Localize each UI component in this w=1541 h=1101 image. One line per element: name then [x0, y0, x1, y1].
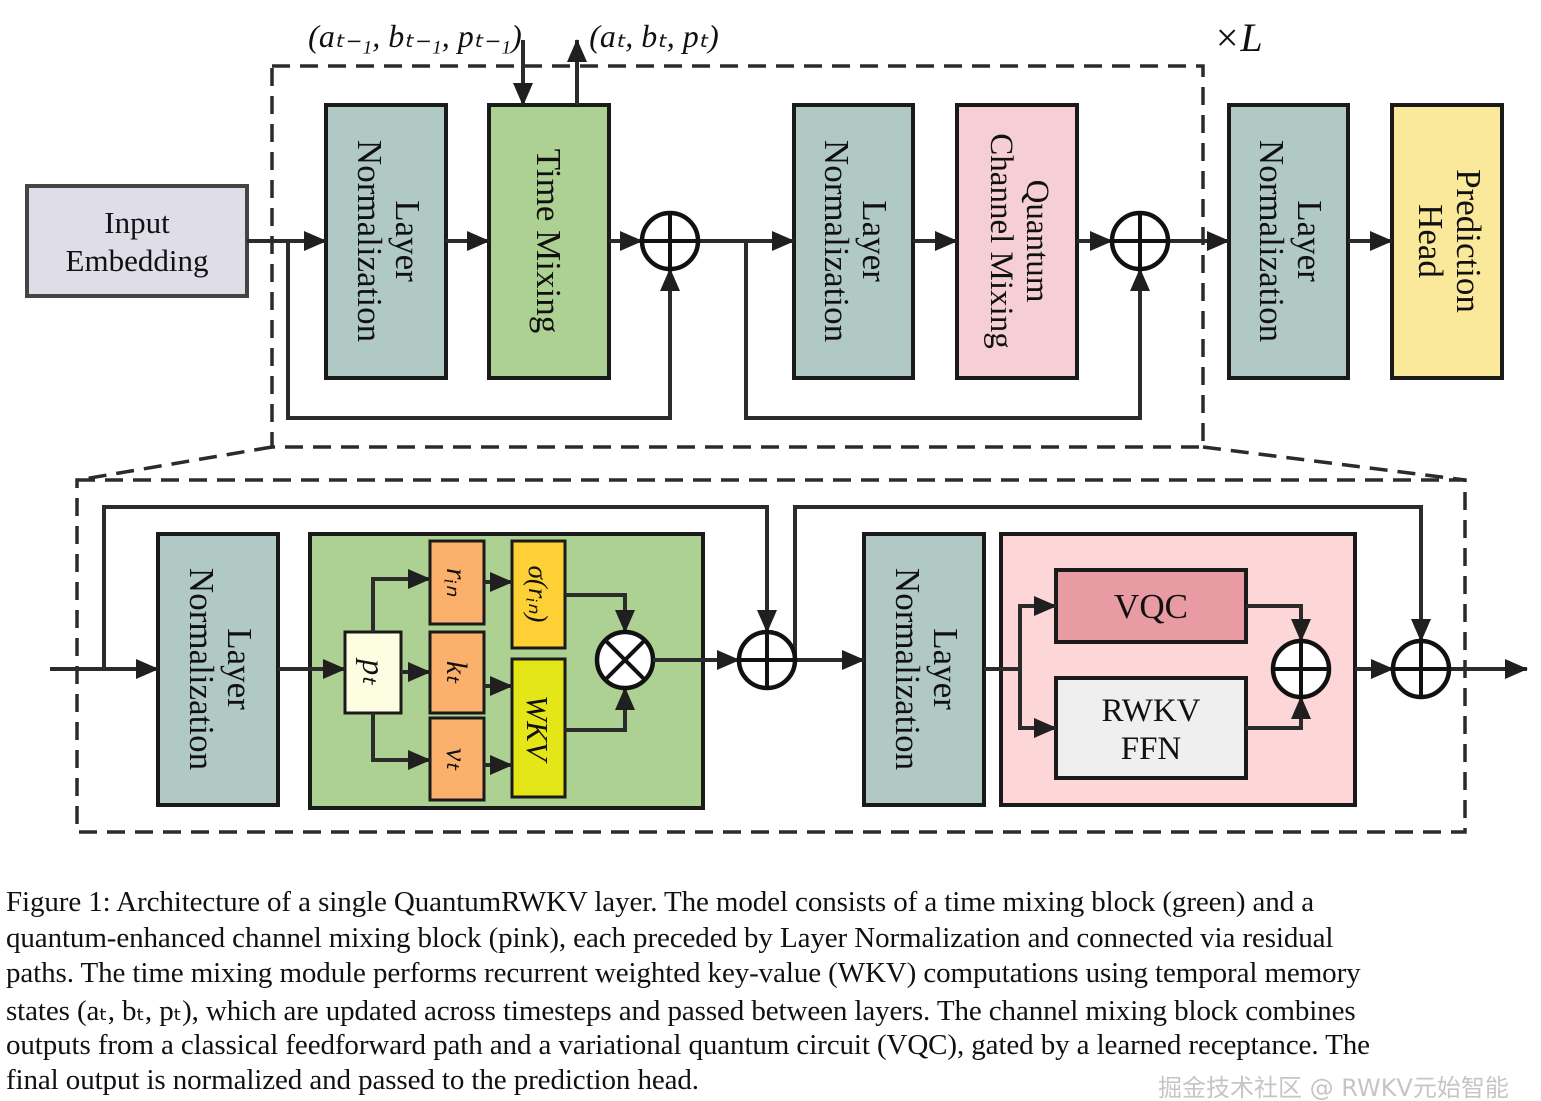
state-in-label: (aₜ₋₁, bₜ₋₁, pₜ₋₁) — [308, 18, 522, 54]
rwkv-ffn-box — [1054, 676, 1248, 780]
time-mixing-detail-block: pₜ rᵢₙ kₜ vₜ σ(rᵢₙ) WKV — [308, 532, 705, 810]
rwkv-label: RWKV — [1102, 693, 1201, 729]
layer-norm-block-3: Layer Normalization — [1227, 103, 1350, 380]
caption-line-1: Figure 1: Architecture of a single Quant… — [6, 886, 1315, 918]
prediction-head-block: Prediction Head — [1390, 103, 1504, 380]
head-label: Head — [1411, 204, 1450, 278]
layer-norm-block-4: Layer Normalization — [156, 532, 280, 807]
channel-mixing-detail-block: VQC RWKV FFN — [984, 532, 1357, 807]
zoom-connector-right — [1202, 445, 1466, 482]
layer-norm-label-2: Normalization — [1252, 140, 1291, 342]
input-embedding-block: Input Embedding — [25, 184, 249, 298]
layer-norm-label-1: Layer — [220, 628, 259, 710]
layer-norm-label-2: Normalization — [350, 140, 389, 342]
wkv-label: WKV — [520, 695, 555, 764]
v-label: vₜ — [440, 748, 473, 771]
caption-line-6: final output is normalized and passed to… — [6, 1064, 699, 1096]
layer-norm-label-2: Normalization — [888, 568, 927, 770]
ffn-label: FFN — [1121, 731, 1182, 767]
multiply-operator — [594, 629, 656, 691]
bottom-connections — [50, 505, 1528, 679]
architecture-diagram: Input Embedding Layer Normalization Time… — [25, 15, 1528, 834]
detail-dashed-boundary — [75, 478, 1467, 834]
zoom-connector-left — [77, 445, 273, 482]
layer-norm-label-1: Layer — [388, 200, 427, 282]
input-embedding-label-2: Embedding — [66, 243, 209, 278]
watermark: 掘金技术社区 @ RWKV元始智能 — [1158, 1074, 1509, 1101]
time-mixing-block: Time Mixing — [487, 103, 611, 380]
repeat-l-label: ×L — [1213, 15, 1262, 60]
caption-line-3: paths. The time mixing module performs r… — [6, 957, 1361, 989]
k-label: kₜ — [440, 661, 473, 684]
k-box — [428, 630, 486, 715]
layer-norm-block-2: Layer Normalization — [792, 103, 915, 380]
layer-norm-label-1: Layer — [1290, 200, 1329, 282]
caption-line-5: outputs from a classical feedforward pat… — [6, 1029, 1370, 1061]
r-box — [428, 539, 486, 626]
quantum-channel-mixing-block: Quantum Channel Mixing — [955, 103, 1079, 380]
sigma-label: σ(rᵢₙ) — [523, 566, 553, 623]
layer-dashed-boundary — [270, 64, 1205, 449]
caption-line-2: quantum-enhanced channel mixing block (p… — [6, 922, 1334, 954]
channel-mixing-internal-arrows — [984, 596, 1311, 738]
caption-line-4: states (aₜ, bₜ, pₜ), which are updated a… — [6, 995, 1356, 1027]
sigma-box — [510, 539, 567, 650]
channel-mixing-label: Channel Mixing — [983, 133, 1019, 348]
layer-norm-label-2: Normalization — [182, 568, 221, 770]
input-embedding-label-1: Input — [104, 205, 170, 240]
vqc-label: VQC — [1114, 587, 1188, 626]
layer-norm-label-1: Layer — [855, 200, 894, 282]
channel-add-operator — [1270, 638, 1332, 700]
layer-norm-block-1: Layer Normalization — [324, 103, 448, 380]
layer-norm-label-1: Layer — [926, 628, 965, 710]
residual-add-1 — [639, 210, 701, 272]
top-connections — [247, 39, 1393, 420]
time-mixing-label: Time Mixing — [529, 149, 568, 333]
prediction-label: Prediction — [1449, 169, 1488, 313]
quantum-label: Quantum — [1019, 180, 1055, 303]
residual-add-4 — [1390, 638, 1452, 700]
time-mixing-internal-arrows — [371, 569, 635, 775]
residual-add-2 — [1109, 210, 1171, 272]
p-label: pₜ — [356, 657, 392, 685]
layer-norm-label-2: Normalization — [817, 140, 856, 342]
r-label: rᵢₙ — [440, 568, 473, 597]
state-out-label: (aₜ, bₜ, pₜ) — [589, 18, 719, 54]
residual-add-3 — [736, 629, 798, 691]
layer-norm-block-5: Layer Normalization — [862, 532, 986, 807]
